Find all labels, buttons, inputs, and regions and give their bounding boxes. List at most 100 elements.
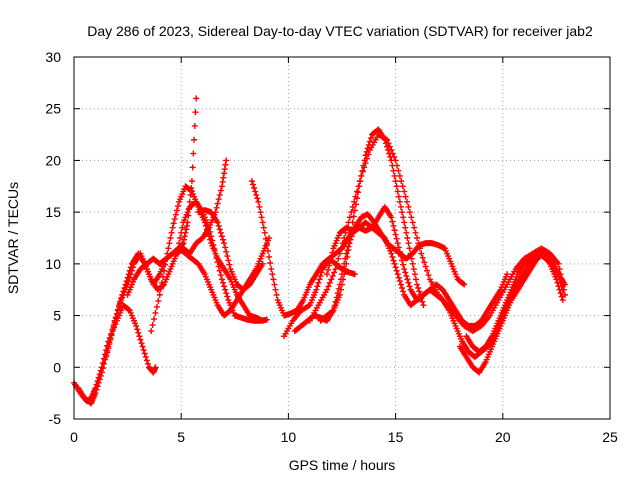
data-point (346, 240, 353, 247)
series-sat-k (323, 219, 568, 360)
data-point (117, 298, 124, 305)
data-point (148, 328, 155, 335)
data-point (343, 250, 350, 257)
data-point (248, 178, 255, 185)
data-point (420, 302, 427, 309)
y-tick-label: 0 (53, 359, 61, 375)
data-point (559, 297, 566, 304)
data-point (394, 271, 401, 278)
data-point (400, 214, 407, 221)
data-point (412, 276, 419, 283)
data-point (340, 276, 347, 283)
data-point (347, 233, 354, 240)
data-point (393, 183, 400, 190)
data-point (318, 269, 325, 276)
data-point (98, 364, 105, 371)
data-point (94, 383, 101, 390)
data-point (411, 224, 418, 231)
data-point (189, 164, 196, 171)
data-point (223, 290, 230, 297)
data-point (399, 183, 406, 190)
data-point (220, 279, 227, 286)
data-point (126, 267, 133, 274)
data-point (326, 262, 333, 269)
data-point (174, 203, 181, 210)
data-point (169, 224, 176, 231)
data-point (461, 281, 468, 288)
data-point (218, 233, 225, 240)
data-point (208, 233, 215, 240)
data-point (156, 291, 163, 298)
data-point (399, 284, 406, 291)
data-point (557, 279, 564, 286)
data-point (179, 224, 186, 231)
data-point (133, 322, 140, 329)
data-point (350, 213, 357, 220)
data-point (187, 187, 194, 194)
data-point (348, 209, 355, 216)
data-point (225, 257, 232, 264)
data-point (339, 240, 346, 247)
data-point (272, 286, 279, 293)
data-point (111, 319, 118, 326)
data-point (224, 253, 231, 260)
data-point (332, 266, 339, 273)
data-point (268, 266, 275, 273)
data-point (398, 178, 405, 185)
data-point (221, 166, 228, 173)
data-point (226, 261, 233, 268)
data-point (384, 136, 391, 143)
data-point (399, 209, 406, 216)
data-point (397, 281, 404, 288)
data-point (104, 349, 111, 356)
data-point (167, 235, 174, 241)
data-point (273, 291, 280, 298)
data-point (122, 281, 129, 288)
data-point (170, 220, 177, 227)
data-point (561, 291, 568, 298)
data-point (118, 295, 125, 302)
data-point (95, 379, 102, 386)
data-point (162, 261, 169, 268)
data-point (397, 203, 404, 210)
data-point (179, 241, 186, 248)
data-point (149, 322, 156, 329)
x-tick-label: 0 (70, 429, 78, 445)
data-point (222, 244, 229, 251)
data-point (344, 224, 351, 231)
data-point (392, 178, 399, 185)
data-point (112, 315, 119, 322)
data-point (361, 164, 368, 171)
data-point (408, 214, 415, 221)
data-point (392, 231, 399, 238)
data-point (389, 218, 396, 225)
data-point (181, 233, 188, 240)
data-point (399, 257, 406, 264)
data-point (217, 272, 224, 279)
data-point (351, 271, 358, 278)
data-point (144, 360, 151, 367)
data-point (213, 254, 220, 261)
data-point (107, 336, 114, 343)
y-axis-label: SDTVAR / TECUs (5, 182, 21, 294)
data-point (393, 235, 400, 242)
data-point (138, 340, 145, 347)
data-point (92, 390, 99, 397)
data-point (338, 245, 345, 252)
data-point (224, 293, 231, 300)
data-point (392, 157, 399, 164)
data-point (367, 135, 374, 142)
data-point (116, 302, 123, 309)
data-point (388, 147, 395, 154)
data-point (389, 253, 396, 260)
data-point (390, 222, 397, 229)
data-point (406, 209, 413, 216)
data-point (251, 185, 258, 192)
data-point (396, 278, 403, 285)
data-point (219, 178, 226, 185)
data-point (221, 170, 228, 177)
data-point (335, 255, 342, 262)
data-point (190, 150, 197, 157)
data-point (325, 266, 332, 273)
data-point (223, 157, 230, 164)
